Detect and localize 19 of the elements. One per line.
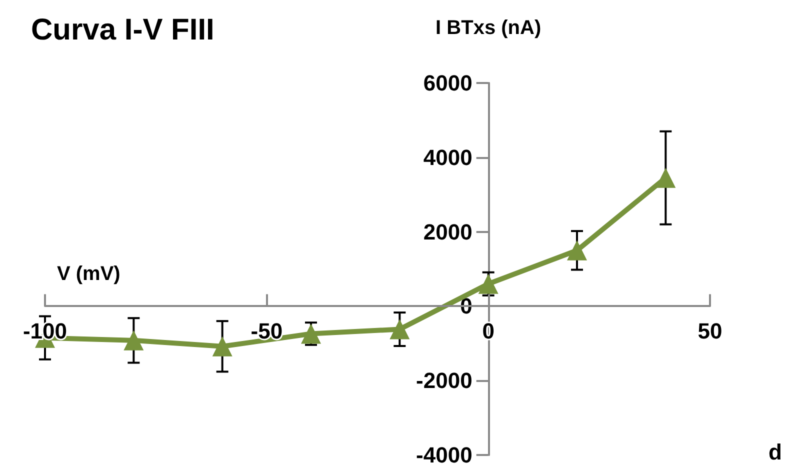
point <box>124 330 144 350</box>
x-tick-label: 50 <box>698 318 722 344</box>
point <box>301 324 321 344</box>
y-tick-label: -4000 <box>416 442 472 468</box>
y-tick-label: 4000 <box>423 144 472 170</box>
chart-title: Curva I-V FIII <box>31 14 214 46</box>
point <box>212 336 232 356</box>
x-axis-title: V (mV) <box>57 263 120 286</box>
y-tick-label: 6000 <box>423 70 472 96</box>
text: d <box>768 440 782 464</box>
y-tick-label: 2000 <box>423 219 472 244</box>
point <box>478 274 498 294</box>
point <box>567 240 587 260</box>
x-tick-label: 0 <box>482 318 494 344</box>
point <box>656 168 676 188</box>
point <box>390 319 410 340</box>
x-tick-label: -50 <box>250 318 283 344</box>
y-axis-title: I BTxs (nA) <box>436 17 542 39</box>
y-tick-label: -2000 <box>416 368 472 394</box>
